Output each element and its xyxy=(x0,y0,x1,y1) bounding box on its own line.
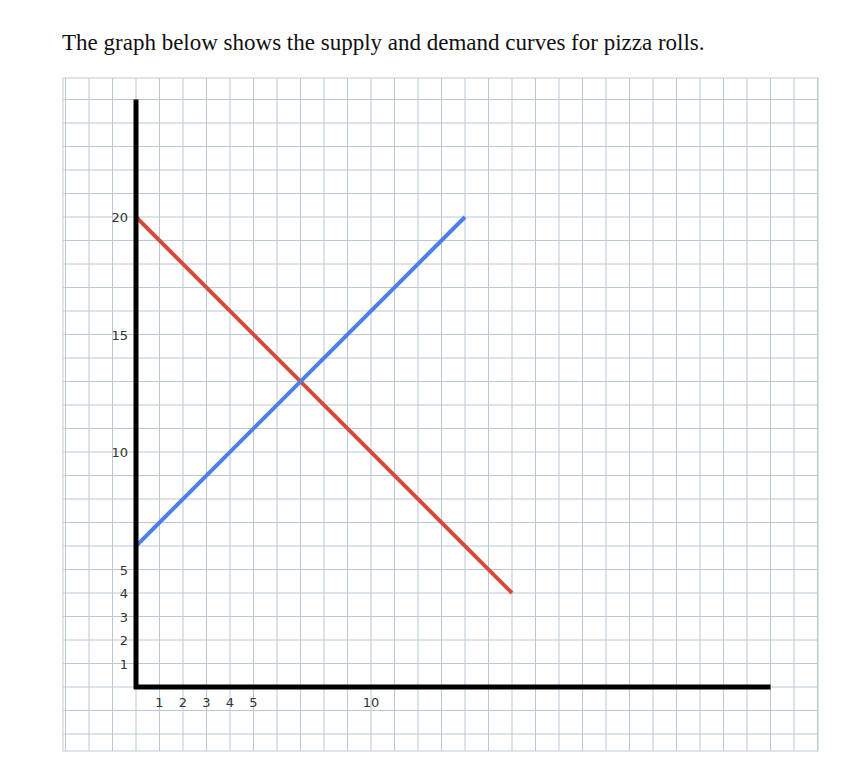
grid-line xyxy=(63,569,818,570)
grid-line xyxy=(394,78,395,751)
graph-paper xyxy=(63,78,818,751)
grid-line xyxy=(347,78,348,751)
grid-line xyxy=(582,78,583,751)
grid-line xyxy=(63,287,818,288)
grid-line xyxy=(112,78,113,751)
grid-line xyxy=(371,78,372,751)
grid-line xyxy=(418,78,419,751)
grid-line xyxy=(63,734,818,735)
grid-line xyxy=(770,78,771,751)
y-tick-label: 3 xyxy=(120,610,128,625)
grid-line xyxy=(63,170,818,171)
y-tick-label: 10 xyxy=(111,445,128,460)
y-tick-label: 15 xyxy=(111,328,128,343)
grid-line xyxy=(63,193,818,194)
chart: The graph below shows the supply and dem… xyxy=(0,0,862,774)
grid-line xyxy=(159,78,160,751)
grid-line xyxy=(324,78,325,751)
grid-line xyxy=(253,78,254,751)
grid-line xyxy=(63,452,818,453)
grid-line xyxy=(63,687,818,688)
grid-line xyxy=(794,78,795,751)
grid-line xyxy=(63,499,818,500)
series-group xyxy=(136,217,512,593)
grid-line xyxy=(63,99,818,100)
grid-line xyxy=(559,78,560,751)
grid-line xyxy=(512,78,513,751)
grid-line xyxy=(63,311,818,312)
x-tick-label: 4 xyxy=(226,695,234,710)
grid-line xyxy=(465,78,466,751)
grid-line xyxy=(817,78,818,751)
grid-line xyxy=(535,78,536,751)
grid-line xyxy=(629,78,630,751)
x-tick-label: 1 xyxy=(155,695,163,710)
grid-line xyxy=(63,663,818,664)
grid-line xyxy=(63,640,818,641)
y-tick-label: 2 xyxy=(120,633,128,648)
grid-line xyxy=(63,146,818,147)
grid-line xyxy=(63,123,818,124)
series-line xyxy=(136,217,512,593)
y-tick-label: 1 xyxy=(120,657,128,672)
grid-line xyxy=(488,78,489,751)
y-tick-label: 20 xyxy=(111,210,128,225)
grid-line xyxy=(183,78,184,751)
grid-line xyxy=(441,78,442,751)
grid-line xyxy=(63,217,818,218)
x-tick-label: 3 xyxy=(202,695,210,710)
grid-line xyxy=(300,78,301,751)
grid-line xyxy=(63,616,818,617)
grid-line xyxy=(63,358,818,359)
grid-line xyxy=(65,78,66,751)
grid-line xyxy=(63,334,818,335)
grid-line xyxy=(63,428,818,429)
series-line xyxy=(136,217,465,546)
grid-line xyxy=(136,78,137,751)
grid-line xyxy=(63,475,818,476)
x-axis xyxy=(134,685,771,690)
grid-line xyxy=(63,381,818,382)
grid-line xyxy=(63,546,818,547)
title: The graph below shows the supply and dem… xyxy=(62,30,705,55)
grid-line xyxy=(206,78,207,751)
grid-line xyxy=(676,78,677,751)
y-axis xyxy=(134,100,139,690)
grid-line xyxy=(653,78,654,751)
grid-line xyxy=(63,405,818,406)
grid-line xyxy=(230,78,231,751)
grid-line xyxy=(700,78,701,751)
grid-line xyxy=(63,593,818,594)
grid-line xyxy=(63,710,818,711)
paper-border xyxy=(63,78,818,751)
x-tick-label: 10 xyxy=(363,695,380,710)
x-tick-label: 2 xyxy=(179,695,187,710)
grid-line xyxy=(89,78,90,751)
x-tick-label: 5 xyxy=(249,695,257,710)
grid-line xyxy=(606,78,607,751)
grid-line xyxy=(63,264,818,265)
y-tick-label: 5 xyxy=(120,563,128,578)
y-tick-label: 4 xyxy=(120,586,128,601)
grid-line xyxy=(723,78,724,751)
grid-line xyxy=(277,78,278,751)
grid-line xyxy=(747,78,748,751)
